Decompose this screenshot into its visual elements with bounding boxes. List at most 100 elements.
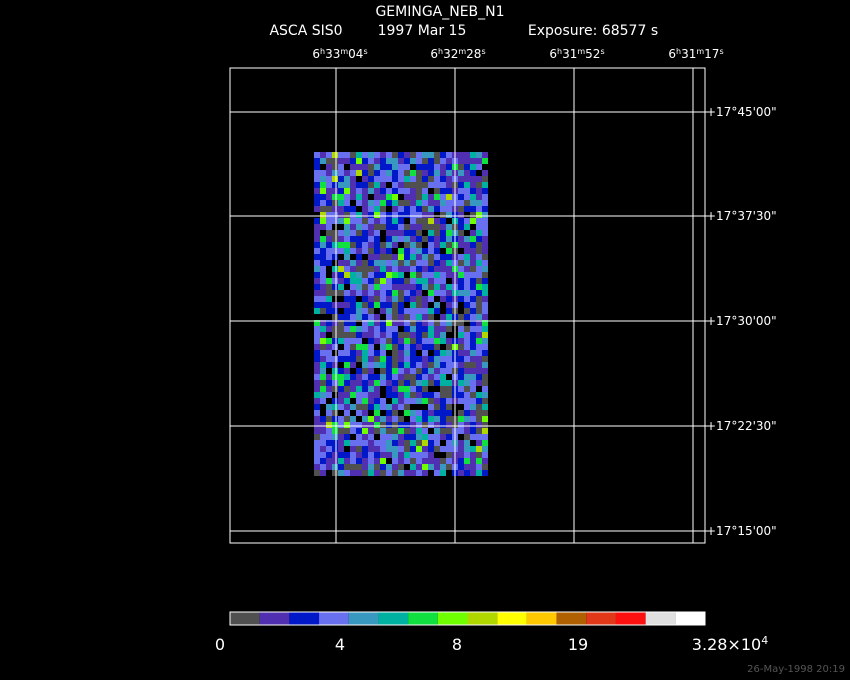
pixel	[362, 278, 368, 284]
pixel	[320, 224, 326, 230]
pixel	[410, 170, 416, 176]
pixel	[422, 344, 428, 350]
pixel	[368, 392, 374, 398]
pixel	[434, 236, 440, 242]
pixel	[416, 230, 422, 236]
exponent: 4	[761, 634, 768, 647]
ra-label: 6h33m04s	[312, 47, 367, 62]
pixel	[476, 380, 482, 386]
pixel	[458, 410, 464, 416]
pixel	[344, 434, 350, 440]
pixel	[356, 170, 362, 176]
pixel	[320, 176, 326, 182]
pixel	[320, 422, 326, 428]
pixel	[344, 464, 350, 470]
pixel	[338, 260, 344, 266]
colorbar-value: 0	[215, 635, 225, 654]
pixel	[356, 434, 362, 440]
pixel	[404, 434, 410, 440]
pixel	[446, 152, 452, 158]
colorbar-value: 19	[568, 635, 588, 654]
pixel	[422, 266, 428, 272]
pixel	[362, 212, 368, 218]
pixel	[386, 212, 392, 218]
pixel	[404, 170, 410, 176]
pixel	[314, 308, 320, 314]
pixel	[410, 152, 416, 158]
pixel	[404, 290, 410, 296]
pixel	[428, 224, 434, 230]
pixel	[458, 452, 464, 458]
pixel	[362, 248, 368, 254]
pixel	[356, 272, 362, 278]
pixel	[440, 332, 446, 338]
pixel	[374, 350, 380, 356]
pixel	[464, 260, 470, 266]
pixel	[374, 440, 380, 446]
pixel	[416, 176, 422, 182]
pixel	[368, 326, 374, 332]
pixel	[374, 398, 380, 404]
colorbar-cell	[467, 612, 498, 625]
pixel	[356, 446, 362, 452]
ra-value: 33	[325, 47, 340, 61]
pixel	[428, 398, 434, 404]
pixel	[416, 338, 422, 344]
pixel	[458, 380, 464, 386]
pixel	[476, 182, 482, 188]
colorbar-value: 8	[452, 635, 462, 654]
pixel	[392, 152, 398, 158]
pixel	[458, 440, 464, 446]
pixel	[434, 272, 440, 278]
pixel	[410, 410, 416, 416]
pixel	[422, 332, 428, 338]
pixel	[416, 206, 422, 212]
pixel	[416, 380, 422, 386]
pixel	[320, 416, 326, 422]
pixel	[386, 338, 392, 344]
pixel	[416, 254, 422, 260]
pixel	[458, 188, 464, 194]
pixel	[410, 218, 416, 224]
pixel	[428, 452, 434, 458]
pixel	[482, 170, 488, 176]
pixel	[368, 242, 374, 248]
pixel	[398, 374, 404, 380]
pixel	[446, 158, 452, 164]
pixel	[398, 284, 404, 290]
pixel	[344, 320, 350, 326]
pixel	[482, 248, 488, 254]
pixel	[350, 236, 356, 242]
colorbar-cell	[615, 612, 646, 625]
pixel	[386, 440, 392, 446]
pixel	[446, 446, 452, 452]
pixel	[392, 254, 398, 260]
pixel	[458, 332, 464, 338]
pixel	[386, 434, 392, 440]
pixel	[386, 218, 392, 224]
pixel	[374, 218, 380, 224]
pixel	[464, 458, 470, 464]
pixel	[404, 200, 410, 206]
pixel	[314, 332, 320, 338]
pixel	[326, 386, 332, 392]
pixel	[446, 320, 452, 326]
pixel	[326, 224, 332, 230]
pixel	[350, 392, 356, 398]
colorbar-cell	[378, 612, 409, 625]
pixel	[416, 296, 422, 302]
pixel	[338, 440, 344, 446]
pixel	[392, 458, 398, 464]
pixel	[380, 302, 386, 308]
pixel	[326, 464, 332, 470]
pixel	[326, 416, 332, 422]
pixel	[404, 374, 410, 380]
pixel	[326, 458, 332, 464]
pixel	[380, 248, 386, 254]
pixel	[356, 290, 362, 296]
pixel	[440, 164, 446, 170]
pixel	[398, 320, 404, 326]
pixel	[386, 332, 392, 338]
pixel	[416, 410, 422, 416]
pixel	[350, 176, 356, 182]
